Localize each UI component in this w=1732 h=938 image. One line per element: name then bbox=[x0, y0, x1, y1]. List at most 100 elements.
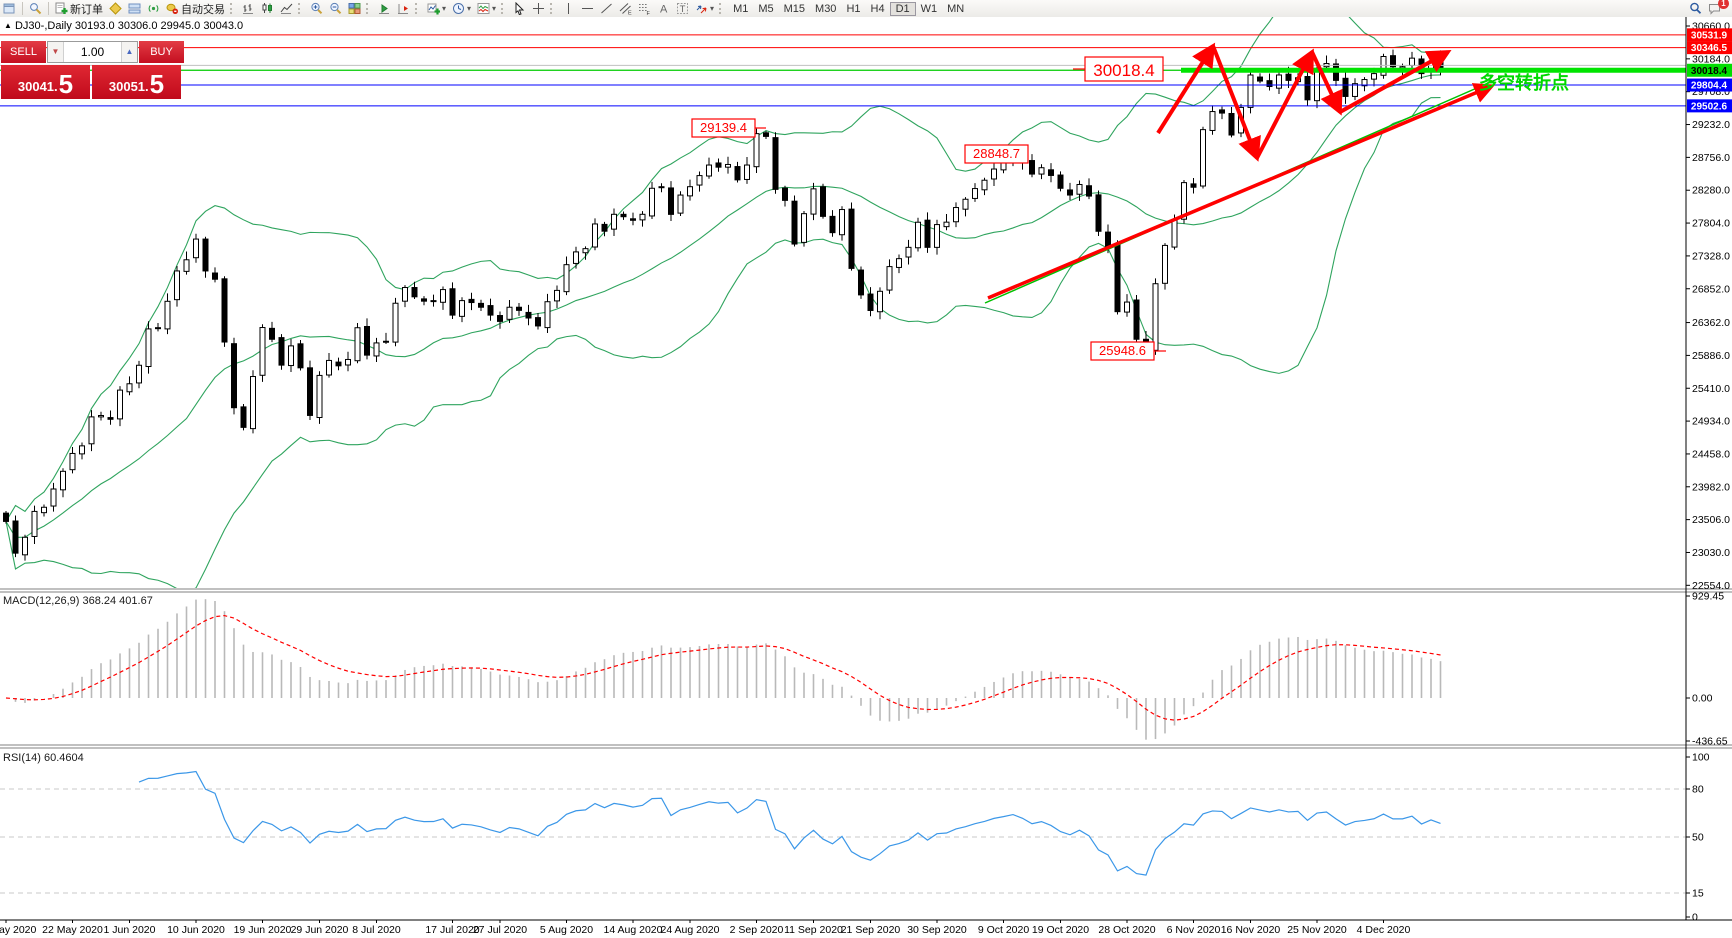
chart-canvas[interactable]: 30018.429139.428848.725948.6多空转折点30660.0… bbox=[0, 17, 1732, 938]
tile-windows-icon[interactable] bbox=[345, 1, 364, 16]
vertical-line-tool[interactable] bbox=[559, 1, 578, 16]
buy-price-box[interactable]: 30051. 5 bbox=[92, 65, 181, 99]
tab-d1[interactable]: D1 bbox=[889, 1, 916, 16]
volume-value[interactable]: 1.00 bbox=[80, 45, 105, 59]
channel-tool[interactable]: E bbox=[616, 1, 635, 16]
svg-text:30018.4: 30018.4 bbox=[1691, 66, 1728, 77]
cn-annotation-text[interactable]: 多空转折点 bbox=[1479, 72, 1569, 93]
zigzag-arrow-1[interactable] bbox=[1211, 45, 1261, 162]
tab-m1[interactable]: M1 bbox=[733, 2, 749, 15]
sell-price-fraction: 5 bbox=[58, 69, 74, 99]
price-tick: 27328.0 bbox=[1692, 250, 1730, 262]
macd-axis-tick: 0.00 bbox=[1692, 693, 1713, 705]
one-click-trade-panel: SELL ▼ 1.00 ▲ BUY 30041. 5 30051. 5 bbox=[1, 41, 184, 99]
text-tool[interactable]: A bbox=[654, 1, 673, 16]
sell-price-box[interactable]: 30041. 5 bbox=[1, 65, 90, 99]
bar-chart-icon[interactable] bbox=[239, 1, 258, 16]
price-tick: 22554.0 bbox=[1692, 580, 1730, 592]
svg-text:30346.5: 30346.5 bbox=[1691, 43, 1728, 54]
date-tick: 27 Jul 2020 bbox=[473, 924, 527, 936]
chat-icon[interactable]: 1 bbox=[1705, 0, 1729, 16]
crosshair-tool[interactable] bbox=[529, 1, 548, 16]
zigzag-arrow-2[interactable] bbox=[1255, 48, 1314, 159]
price-tick: 23506.0 bbox=[1692, 514, 1730, 526]
tab-mn[interactable]: MN bbox=[947, 2, 965, 15]
line-chart-icon[interactable] bbox=[277, 1, 296, 16]
tab-w1[interactable]: W1 bbox=[920, 2, 938, 15]
zoom-in-icon[interactable] bbox=[307, 1, 326, 16]
buy-button[interactable]: BUY bbox=[139, 41, 184, 63]
periods-menu[interactable]: ▾ bbox=[449, 1, 474, 16]
zigzag-arrow-0[interactable] bbox=[1156, 42, 1216, 135]
date-tick: 11 Sep 2020 bbox=[784, 924, 843, 936]
fibonacci-tool[interactable]: F bbox=[635, 1, 654, 16]
tab-h1[interactable]: H1 bbox=[846, 2, 861, 15]
date-tick: 21 Sep 2020 bbox=[841, 924, 901, 936]
horizontal-line-tool[interactable] bbox=[578, 1, 597, 16]
tab-m30[interactable]: M30 bbox=[815, 2, 837, 15]
tab-h4[interactable]: H4 bbox=[870, 2, 885, 15]
search-icon[interactable] bbox=[1686, 1, 1705, 16]
trendline-tool[interactable] bbox=[597, 1, 616, 16]
date-tick: 9 Oct 2020 bbox=[978, 924, 1030, 936]
level-lines bbox=[0, 34, 1686, 107]
price-label-text: 29139.4 bbox=[700, 120, 747, 135]
date-tick: 13 May 2020 bbox=[0, 924, 37, 936]
date-tick: 8 Jul 2020 bbox=[352, 924, 401, 936]
autotrading-button[interactable]: 自动交易 bbox=[163, 1, 228, 16]
price-label-box[interactable] bbox=[964, 144, 1029, 164]
buy-price-fraction: 5 bbox=[149, 69, 165, 99]
red-trendline-arrow[interactable] bbox=[987, 83, 1496, 300]
rsi-axis-tick: 15 bbox=[1692, 888, 1704, 900]
chart-shift-icon[interactable] bbox=[394, 1, 413, 16]
autotrading-label: 自动交易 bbox=[181, 3, 225, 16]
terminal-icon[interactable] bbox=[125, 1, 144, 16]
candlestick-chart-icon[interactable] bbox=[258, 1, 277, 16]
volume-increase-button[interactable]: ▲ bbox=[121, 42, 137, 62]
signals-icon[interactable] bbox=[144, 1, 163, 16]
cursor-tool[interactable] bbox=[510, 1, 529, 16]
volume-decrease-button[interactable]: ▼ bbox=[48, 42, 64, 62]
tab-m5[interactable]: M5 bbox=[758, 2, 774, 15]
tab-m15[interactable]: M15 bbox=[783, 2, 806, 15]
chevron-down-icon: ▾ bbox=[492, 4, 497, 13]
chevron-down-icon: ▾ bbox=[442, 4, 447, 13]
price-label-text: 28848.7 bbox=[973, 146, 1020, 161]
date-tick: 14 Aug 2020 bbox=[604, 924, 663, 936]
svg-text:F: F bbox=[647, 11, 651, 15]
annotations: 30018.4 29139.4 28848.7 25948.6 多空转折点 bbox=[691, 42, 1569, 361]
price-tick: 30184.0 bbox=[1692, 53, 1730, 65]
symbol-marker-icon: ▲ bbox=[4, 21, 12, 30]
new-order-button[interactable]: 新订单 bbox=[52, 1, 106, 16]
chart-window-icon[interactable] bbox=[0, 1, 19, 16]
arrows-tool-menu[interactable]: ▾ bbox=[692, 1, 717, 16]
zigzag-arrow-4[interactable] bbox=[1339, 50, 1452, 114]
svg-text:29502.6: 29502.6 bbox=[1691, 101, 1728, 112]
price-tick: 26852.0 bbox=[1692, 283, 1730, 295]
sell-price: 30041. bbox=[17, 79, 58, 94]
date-tick: 1 Jun 2020 bbox=[104, 924, 156, 936]
price-label-box[interactable] bbox=[691, 118, 756, 138]
svg-text:E: E bbox=[628, 11, 632, 16]
price-label-text: 30018.4 bbox=[1093, 61, 1154, 80]
date-tick: 29 Jun 2020 bbox=[291, 924, 349, 936]
zoom-out-icon[interactable] bbox=[326, 1, 345, 16]
auto-scroll-icon[interactable] bbox=[375, 1, 394, 16]
sell-button[interactable]: SELL bbox=[1, 41, 46, 63]
indicators-menu[interactable]: ▾ bbox=[424, 1, 449, 16]
text-label-tool[interactable]: T bbox=[673, 1, 692, 16]
templates-menu[interactable]: ▾ bbox=[474, 1, 499, 16]
navigator-icon[interactable] bbox=[106, 1, 125, 16]
buy-price: 30051. bbox=[108, 79, 149, 94]
price-label-box[interactable] bbox=[1090, 341, 1155, 361]
symbol-ohlc-line: DJ30-,Daily 30193.0 30306.0 29945.0 3004… bbox=[14, 20, 244, 32]
new-order-label: 新订单 bbox=[70, 3, 103, 16]
market-watch-icon[interactable] bbox=[26, 1, 45, 16]
price-label-box[interactable] bbox=[1084, 56, 1164, 82]
date-tick: 2 Sep 2020 bbox=[730, 924, 784, 936]
zigzag-arrow-3[interactable] bbox=[1310, 51, 1343, 116]
price-label-text: 25948.6 bbox=[1099, 343, 1146, 358]
date-tick: 24 Aug 2020 bbox=[661, 924, 720, 936]
price-tick: 24458.0 bbox=[1692, 448, 1730, 460]
chevron-down-icon: ▾ bbox=[467, 4, 472, 13]
